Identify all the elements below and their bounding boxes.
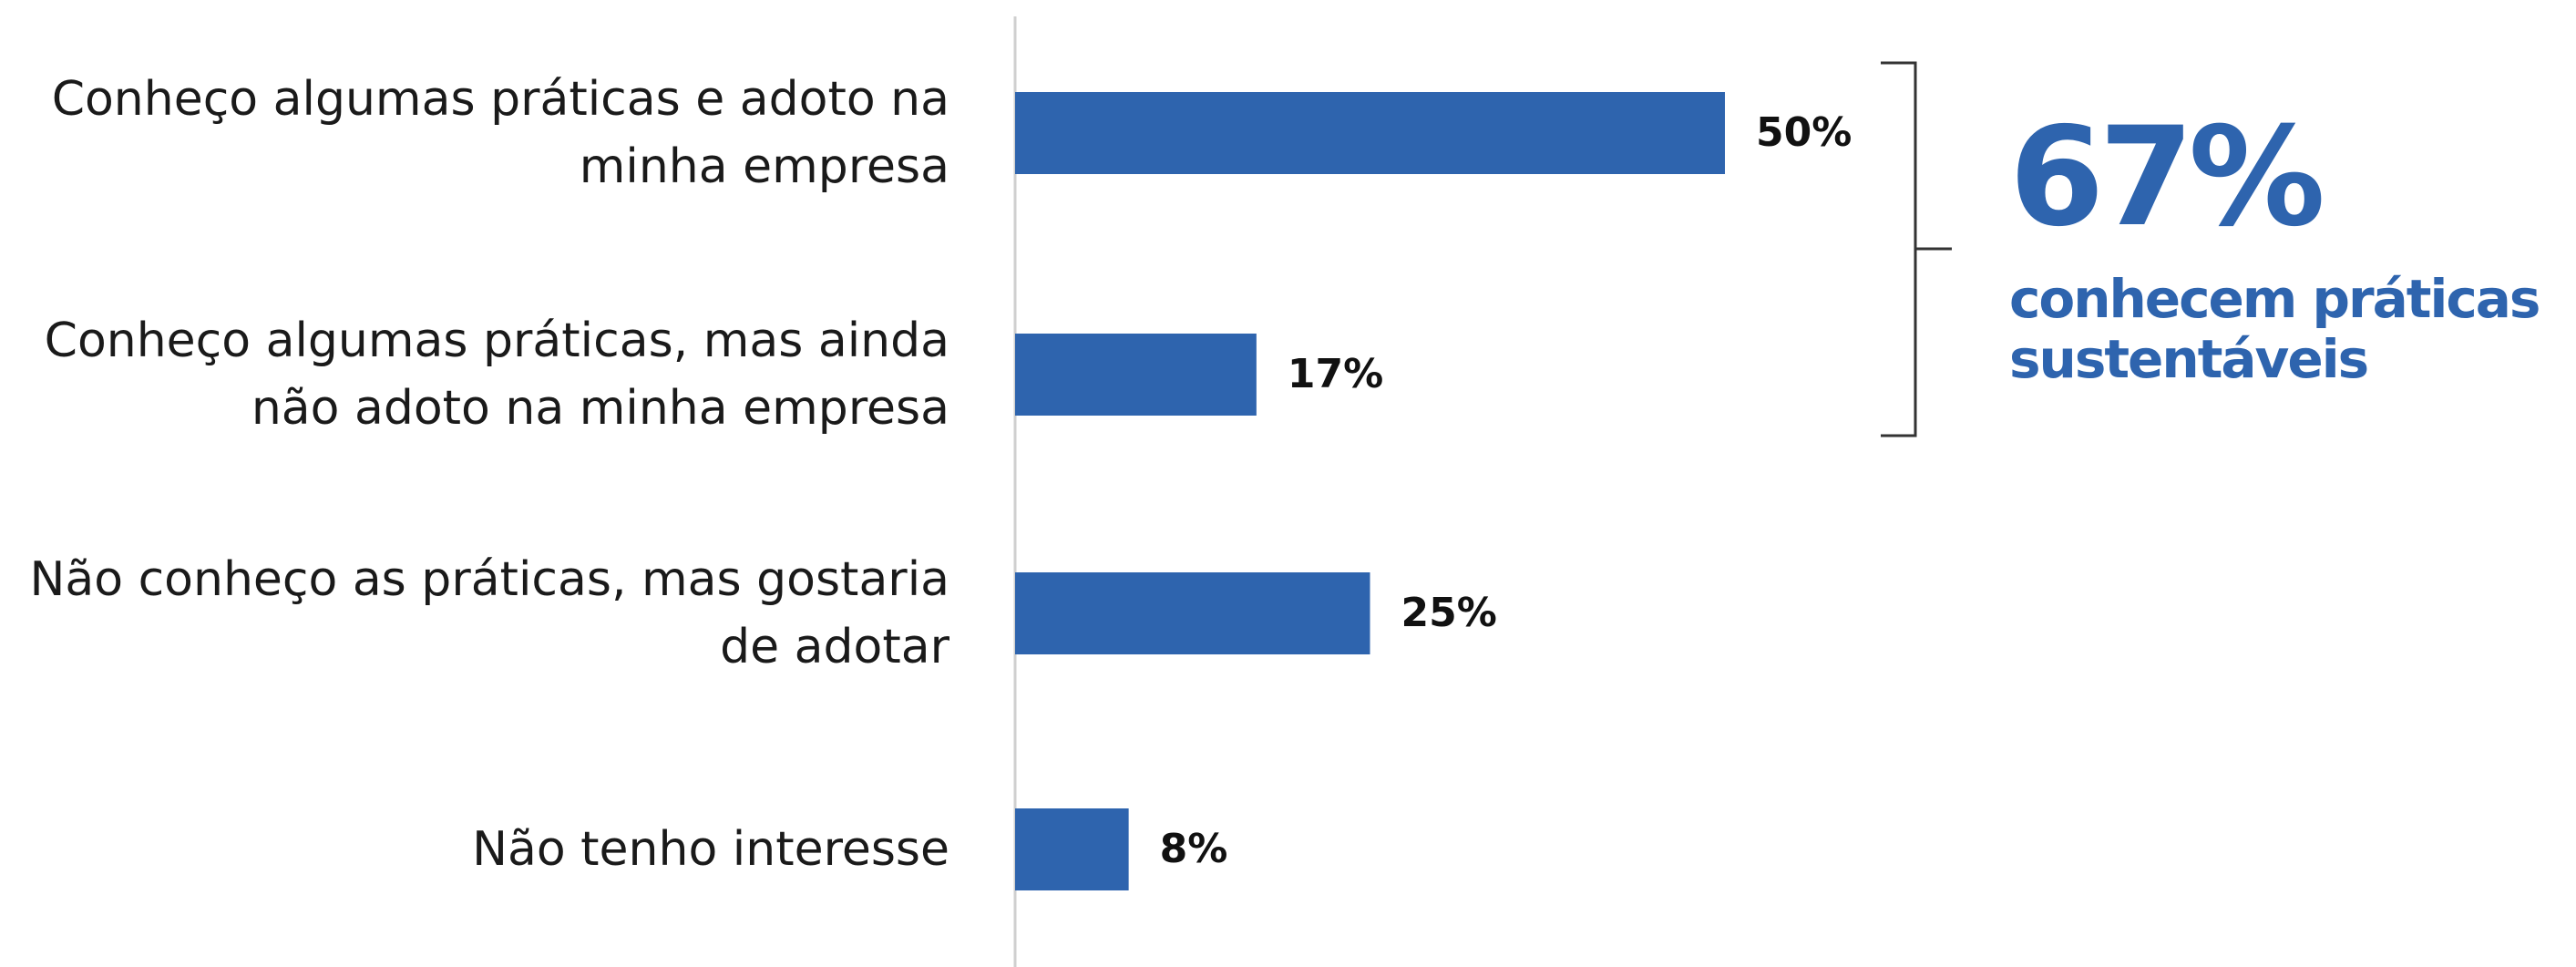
category-label: Conheço algumas práticas, mas ainda não …	[44, 314, 949, 436]
category-label: Conheço algumas práticas e adoto na minh…	[51, 72, 949, 194]
bar	[1015, 572, 1370, 654]
value-label: 25%	[1401, 590, 1497, 636]
value-label: 17%	[1288, 351, 1383, 397]
bar	[1015, 334, 1257, 416]
annotation-text: conhecem práticas sustentáveis	[2009, 268, 2540, 390]
category-label: Não conheço as práticas, mas gostaria de…	[29, 552, 949, 674]
bar	[1015, 92, 1725, 174]
annotation-value: 67%	[2009, 98, 2325, 257]
bar	[1015, 808, 1129, 890]
category-label: Não tenho interesse	[472, 822, 949, 877]
value-label: 50%	[1756, 109, 1852, 156]
value-label: 8%	[1160, 826, 1228, 872]
bracket	[1881, 61, 1952, 437]
